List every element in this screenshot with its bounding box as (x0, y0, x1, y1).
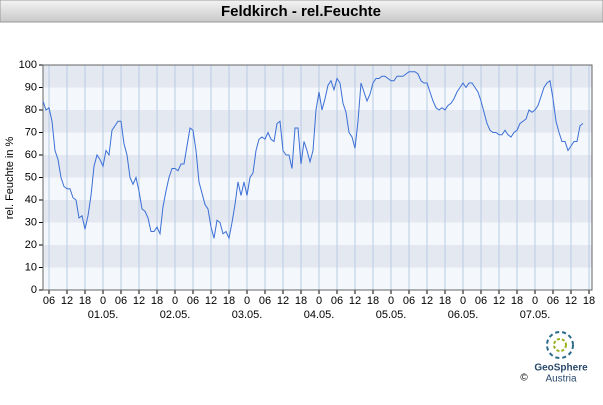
x-tick-label: 06 (43, 295, 55, 307)
x-tick-label: 0 (532, 295, 538, 307)
x-tick-label: 12 (421, 295, 433, 307)
x-tick-label: 06 (331, 295, 343, 307)
date-label: 03.05. (232, 309, 263, 321)
chart-title: Feldkirch - rel.Feuchte (221, 3, 381, 20)
copyright: © (520, 373, 528, 384)
x-tick-label: 06 (115, 295, 127, 307)
title-bar (0, 0, 603, 23)
y-tick-label: 20 (25, 239, 37, 251)
y-tick-label: 90 (25, 81, 37, 93)
y-tick-label: 70 (25, 126, 37, 138)
date-label: 04.05. (304, 309, 335, 321)
grid-band (43, 155, 592, 178)
x-tick-label: 12 (349, 295, 361, 307)
date-label: 02.05. (160, 309, 191, 321)
x-tick-label: 0 (388, 295, 394, 307)
x-tick-label: 0 (172, 295, 178, 307)
x-tick-label: 12 (493, 295, 505, 307)
x-tick-label: 0 (316, 295, 322, 307)
x-tick-label: 0 (100, 295, 106, 307)
x-tick-label: 18 (511, 295, 523, 307)
grid-band (43, 245, 592, 268)
date-label: 05.05. (376, 309, 407, 321)
date-label: 07.05. (520, 309, 551, 321)
y-tick-label: 0 (31, 284, 37, 296)
y-tick-label: 30 (25, 216, 37, 228)
y-tick-label: 10 (25, 261, 37, 273)
x-tick-label: 18 (367, 295, 379, 307)
y-tick-label: 60 (25, 149, 37, 161)
date-label: 06.05. (448, 309, 479, 321)
y-tick-label: 50 (25, 171, 37, 183)
x-tick-label: 18 (583, 295, 595, 307)
y-tick-label: 100 (19, 59, 37, 71)
x-tick-label: 0 (244, 295, 250, 307)
x-tick-label: 12 (277, 295, 289, 307)
grid-band (43, 110, 592, 133)
data-line (42, 71, 584, 240)
x-tick-label: 0 (460, 295, 466, 307)
grid-band (43, 65, 592, 88)
x-tick-label: 18 (151, 295, 163, 307)
x-tick-label: 18 (295, 295, 307, 307)
date-label: 01.05. (88, 309, 119, 321)
x-tick-label: 18 (439, 295, 451, 307)
logo-icon (546, 331, 574, 359)
logo-sub: Austria (545, 374, 577, 385)
x-tick-label: 06 (187, 295, 199, 307)
x-tick-label: 18 (223, 295, 235, 307)
logo-name: GeoSphere (534, 363, 588, 374)
x-tick-label: 06 (475, 295, 487, 307)
x-tick-label: 12 (565, 295, 577, 307)
logo: GeoSphere Austria © (520, 331, 588, 385)
x-tick-label: 06 (403, 295, 415, 307)
y-tick-label: 40 (25, 194, 37, 206)
grid-band (43, 200, 592, 223)
x-tick-label: 06 (259, 295, 271, 307)
x-tick-label: 12 (133, 295, 145, 307)
logo-icon (553, 338, 567, 352)
x-tick-label: 12 (205, 295, 217, 307)
y-tick-label: 80 (25, 104, 37, 116)
plot-frame (42, 64, 593, 291)
x-tick-label: 06 (547, 295, 559, 307)
y-axis-label: rel. Feuchte in % (4, 137, 16, 220)
x-tick-label: 12 (61, 295, 73, 307)
x-tick-label: 18 (79, 295, 91, 307)
